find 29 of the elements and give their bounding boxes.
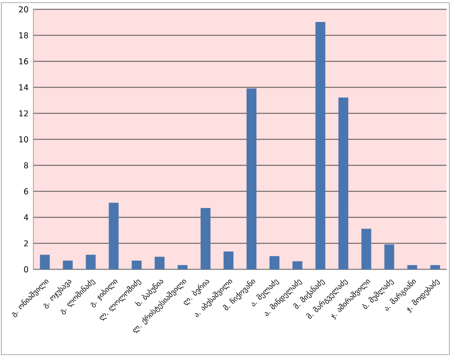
bar — [108, 202, 119, 270]
y-tick-label: 14 — [19, 84, 28, 90]
y-tick-label: 20 — [19, 6, 28, 12]
bar — [407, 265, 418, 270]
y-tick-label: 8 — [24, 162, 28, 168]
y-tick-label: 10 — [19, 136, 28, 142]
bar — [338, 97, 348, 270]
bar — [178, 265, 188, 270]
y-tick-label: 2 — [24, 240, 28, 246]
bar — [40, 254, 50, 270]
y-tick-label: 0 — [24, 266, 28, 272]
y-tick-label: 4 — [24, 214, 28, 220]
bar — [292, 261, 302, 270]
y-tick-label: 16 — [19, 58, 28, 64]
y-tick-label: 12 — [19, 110, 28, 116]
bar — [384, 244, 394, 270]
bar — [430, 265, 440, 270]
bar — [246, 88, 256, 270]
bar — [154, 256, 165, 270]
bar — [224, 252, 234, 270]
y-tick-label: 6 — [24, 188, 28, 194]
bar — [62, 260, 73, 270]
bar — [200, 208, 210, 270]
bar — [361, 228, 372, 270]
bar — [270, 256, 280, 270]
bar — [86, 254, 96, 270]
bar — [315, 22, 326, 270]
y-tick-label: 18 — [19, 32, 28, 38]
bar — [132, 260, 142, 270]
